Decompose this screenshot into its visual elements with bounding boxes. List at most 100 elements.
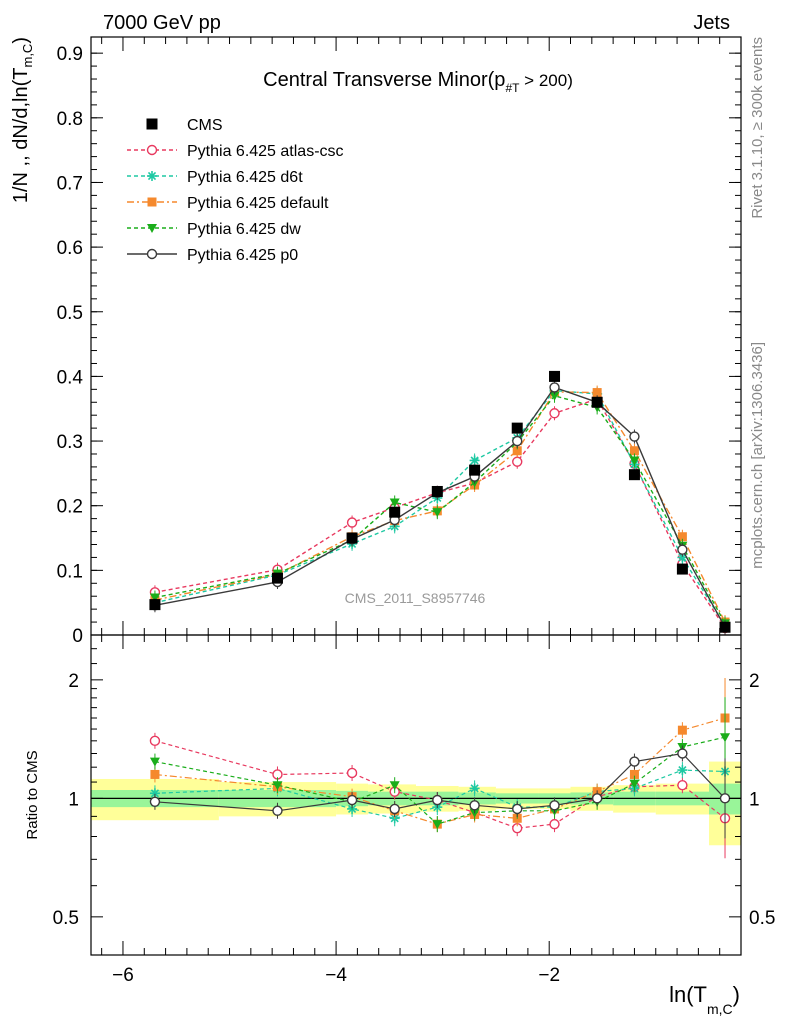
main-ytick-label-2: 0.2 — [57, 497, 83, 518]
data-point-7 — [549, 370, 561, 382]
main-y-axis-label-text: 1/N ,, dN/d,ln(T — [10, 68, 32, 204]
main-ytick-label-1: 0.1 — [57, 561, 83, 582]
main-series-0-point-2 — [346, 517, 358, 528]
main-series-0-point-7 — [549, 408, 560, 419]
xtick-label-0: −6 — [112, 965, 134, 986]
main-series-4-point-7 — [549, 382, 560, 393]
ratio-series-line-1 — [154, 769, 726, 819]
ratio-series-2-point-9 — [629, 769, 639, 779]
ratio-series-0-point-0 — [149, 735, 161, 747]
ratio-series-4-point-10 — [677, 748, 688, 759]
header-right: Jets — [693, 12, 730, 34]
ratio-series-0-point-10 — [677, 779, 688, 791]
ratio-series-line-0 — [154, 740, 726, 829]
legend-marker-4 — [146, 248, 158, 260]
legend-marker-3 — [147, 224, 157, 233]
ratio-series-4-point-2 — [346, 794, 358, 806]
ratio-series-4-point-0 — [149, 796, 161, 808]
main-y-axis-label-tail: ) — [10, 37, 32, 44]
ratio-series-4-point-1 — [272, 805, 283, 816]
ratio-series-line-2 — [154, 717, 726, 825]
rivet-caption: Rivet 3.1.10, ≥ 300k events — [749, 37, 766, 219]
main-series-3-point-3 — [389, 498, 400, 508]
data-point-2 — [346, 532, 358, 544]
xtick-label-2: −2 — [538, 965, 560, 986]
main-series-4-point-10 — [677, 544, 688, 555]
main-series-3-point-0 — [149, 593, 160, 603]
ratio-series-4 — [149, 745, 731, 839]
ratio-series-4-point-11 — [719, 793, 731, 804]
ratio-panel — [149, 678, 731, 859]
legend-label-1: Pythia 6.425 d6t — [187, 169, 303, 186]
legend-marker-1 — [147, 171, 157, 181]
ratio-series-3-point-11 — [720, 733, 731, 743]
main-data-points — [149, 370, 731, 633]
main-ytick-label-0: 0 — [72, 626, 83, 647]
main-ytick-label-9: 0.9 — [57, 44, 83, 65]
legend-label-0: Pythia 6.425 atlas-csc — [187, 143, 344, 160]
ratio-series-4-point-5 — [469, 800, 480, 811]
mcplots-caption: mcplots.cern.ch [arXiv:1306.3436] — [749, 342, 766, 569]
main-y-axis-label-sub: m,C — [20, 44, 35, 68]
main-series-3-point-4 — [432, 508, 443, 518]
ratio-series-4-point-3 — [389, 803, 400, 815]
main-series-2-point-6 — [512, 446, 522, 456]
chart-title-tail: > 200) — [519, 71, 572, 90]
data-point-6 — [511, 422, 523, 434]
analysis-watermark: CMS_2011_S8957746 — [345, 590, 486, 606]
data-point-8 — [591, 396, 603, 408]
main-ytick-label-4: 0.4 — [57, 367, 84, 388]
main-series-2-point-8 — [592, 388, 602, 398]
ratio-ytick-label-left-2: 2 — [68, 671, 79, 692]
ratio-series-0-point-2 — [346, 767, 358, 779]
main-series-1-point-5 — [469, 455, 480, 466]
main-ytick-label-8: 0.8 — [57, 109, 83, 130]
xtick-label-1: −4 — [325, 965, 347, 986]
main-series-line-3 — [154, 395, 726, 624]
main-series-line-1 — [154, 389, 726, 627]
legend: CMS Pythia 6.425 atlas-csc Pythia 6.425 d6… — [127, 117, 344, 264]
legend-marker-0 — [146, 144, 158, 156]
ratio-series-3-point-1 — [272, 781, 283, 791]
main-series-0-point-6 — [512, 456, 523, 467]
ratio-series-4-point-6 — [512, 803, 523, 815]
ratio-ytick-label-right-2: 2 — [749, 671, 760, 692]
axes-frames: 0 0.1 0.2 0.3 0.4 0.5 0.6 0.7 0.8 0.9 −6 −4 −2 0.5 0.5… — [53, 36, 775, 986]
data-point-3 — [389, 506, 401, 518]
data-point-5 — [469, 464, 481, 476]
ratio-y-axis-label: Ratio to CMS — [24, 750, 41, 839]
chart-title: Central Transverse Minor(p#T > 200) — [263, 69, 573, 95]
main-series-4-point-6 — [512, 435, 523, 447]
legend-marker-1-stroke-3 — [147, 171, 157, 181]
legend-label-data: CMS — [187, 117, 223, 134]
main-panel — [149, 370, 731, 635]
ratio-series-1-point-5 — [469, 783, 480, 794]
main-ytick-label-7: 0.7 — [57, 173, 83, 194]
data-point-0 — [149, 599, 161, 611]
ratio-series-line-3 — [154, 736, 726, 825]
main-series-line-4 — [154, 386, 726, 628]
chart-title-sub: #T — [505, 81, 520, 95]
x-axis-label: ln(Tm,C) — [669, 982, 740, 1017]
ratio-series-4-point-9 — [629, 756, 640, 767]
main-series-1-point-5-stroke-3 — [470, 456, 479, 465]
ratio-series-1-point-10 — [677, 765, 688, 776]
legend-label-3: Pythia 6.425 dw — [187, 221, 301, 238]
ratio-series-1-point-10-stroke-3 — [678, 765, 687, 775]
data-point-9 — [628, 469, 640, 481]
ratio-frame — [90, 634, 742, 956]
legend-marker-data — [146, 118, 158, 130]
ratio-series-3-point-4 — [432, 820, 443, 830]
main-y-axis-label: 1/N ,, dN/d,ln(Tm,C) — [10, 37, 35, 203]
main-series-3-point-9 — [629, 456, 640, 466]
main-ytick-label-3: 0.3 — [57, 432, 83, 453]
main-series-3-point-7 — [549, 391, 560, 401]
ratio-series-2-point-0 — [150, 769, 160, 779]
main-series-2-point-9 — [629, 446, 639, 456]
ratio-series-4-point-4 — [432, 794, 443, 806]
ratio-series-1-point-5-stroke-3 — [470, 784, 479, 793]
ratio-ytick-label-right-1: 1 — [749, 789, 760, 810]
data-point-10 — [676, 563, 688, 575]
main-series-2-point-10 — [677, 532, 687, 542]
